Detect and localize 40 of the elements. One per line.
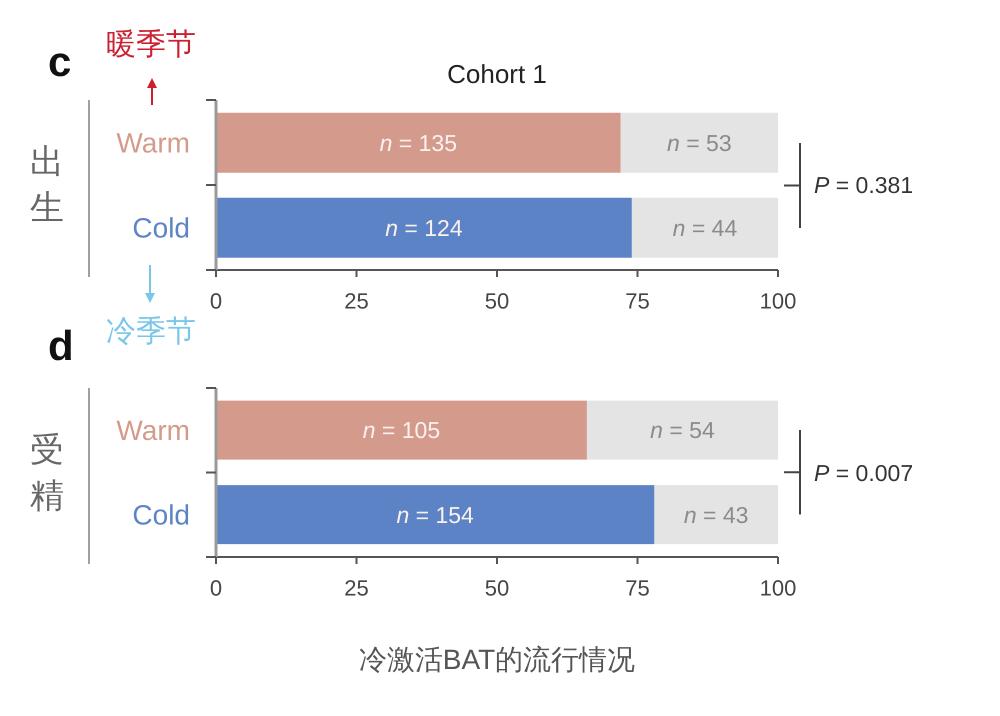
x-tick-label: 75 bbox=[625, 576, 650, 601]
x-tick-label: 100 bbox=[760, 288, 796, 314]
x-tick-label: 75 bbox=[625, 288, 650, 314]
annotation: n = 154 bbox=[395, 500, 475, 530]
x-tick-label: 25 bbox=[344, 576, 369, 601]
bar bbox=[654, 485, 778, 544]
x-tick-label: 50 bbox=[484, 288, 510, 314]
y-tick-label: Cold bbox=[132, 500, 190, 531]
annotation: n = 54 bbox=[649, 416, 716, 446]
x-tick-label: 0 bbox=[210, 576, 222, 601]
bar bbox=[586, 400, 778, 460]
bar bbox=[216, 198, 632, 258]
y-axis-title: 受精 bbox=[29, 430, 65, 516]
y-axis-title: 出生 bbox=[29, 142, 65, 229]
annotation: n = 44 bbox=[672, 214, 738, 242]
annotation: n = 105 bbox=[362, 416, 442, 446]
y-tick-label: Warm bbox=[116, 415, 190, 446]
annotation: n = 135 bbox=[378, 128, 458, 158]
text: c bbox=[48, 38, 72, 85]
bar bbox=[216, 112, 621, 173]
text: 暖季节 bbox=[105, 28, 197, 62]
chart-title: Cohort 1 bbox=[446, 58, 548, 90]
bar bbox=[216, 485, 654, 544]
x-tick-label: 0 bbox=[210, 288, 222, 314]
annotation: n = 43 bbox=[682, 500, 750, 530]
y-tick-label: Warm bbox=[116, 127, 190, 158]
x-tick-label: 25 bbox=[344, 288, 369, 314]
x-tick-label: 50 bbox=[484, 576, 510, 601]
bar bbox=[216, 400, 587, 460]
bar bbox=[632, 198, 778, 258]
bar bbox=[620, 112, 778, 173]
y-tick-label: Cold bbox=[132, 212, 190, 244]
x-tick-label: 100 bbox=[760, 576, 796, 601]
annotation: n = 53 bbox=[666, 128, 733, 158]
x-axis-title: 冷激活BAT的流行情况 bbox=[358, 643, 636, 677]
text: P = 0.381 bbox=[814, 171, 914, 200]
text: 冷季节 bbox=[105, 315, 197, 349]
annotation: n = 124 bbox=[384, 214, 464, 242]
text: d bbox=[48, 322, 74, 369]
text: P = 0.007 bbox=[814, 458, 914, 488]
